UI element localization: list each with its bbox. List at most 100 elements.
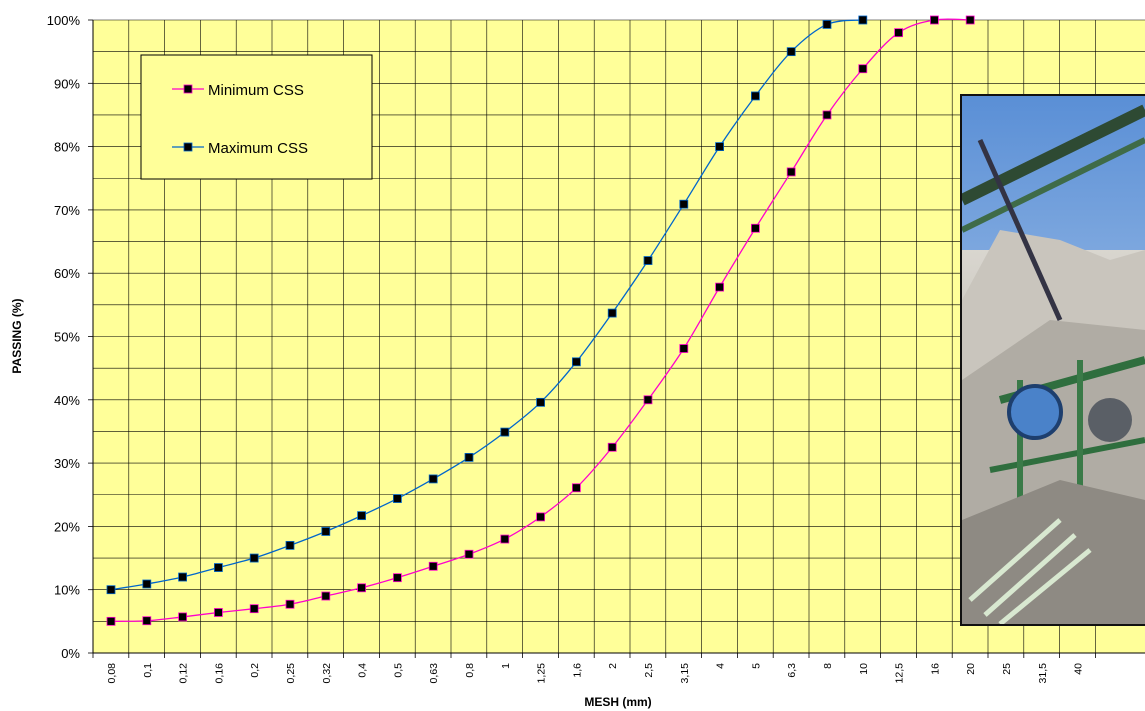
x-tick-label: 20 [965,663,977,675]
data-point [607,308,617,318]
y-tick-label: 70% [54,203,80,218]
x-tick-label: 5 [750,663,762,669]
data-point [536,397,545,407]
data-point [213,608,223,617]
data-point [751,91,760,101]
data-point [715,142,724,152]
data-point [285,599,295,609]
y-tick-label: 40% [54,393,80,408]
data-point [500,534,510,544]
data-point [786,47,796,57]
x-tick-label: 0,08 [106,663,118,684]
data-point [106,585,116,595]
x-tick-label: 0,32 [321,663,333,684]
data-point [464,453,474,462]
x-tick-label: 0,2 [249,663,261,678]
data-point [464,549,474,559]
x-tick-label: 2,5 [643,663,655,678]
data-point [858,64,868,74]
y-tick-label: 80% [54,140,80,155]
y-tick-label: 10% [54,583,80,598]
x-tick-label: 4 [715,663,727,669]
data-point [536,512,545,522]
data-point [607,442,617,452]
legend: Minimum CSS Maximum CSS [140,54,373,180]
y-tick-label: 90% [54,76,80,91]
data-point [249,553,259,563]
series-maximum [106,15,868,595]
data-point [751,223,760,233]
y-tick-label: 60% [54,266,80,281]
data-point [321,591,331,601]
data-point [357,583,367,593]
data-point [822,110,832,120]
y-tick-label: 20% [54,519,80,534]
x-tick-label: 0,63 [428,663,440,684]
x-tick-label: 16 [929,663,941,675]
data-point [965,15,975,25]
data-point [679,344,689,353]
data-point [643,256,653,265]
legend-item-maximum: Maximum CSS [172,140,308,157]
legend-item-minimum: Minimum CSS [172,82,304,99]
x-tick-label: 0,12 [178,663,190,684]
x-tick-label: 10 [858,663,870,675]
y-tick-label: 50% [54,330,80,345]
x-tick-label: 8 [822,663,834,669]
series-minimum [106,15,975,626]
data-point [392,573,402,583]
x-tick-label: 1 [500,663,512,669]
data-point [930,15,939,25]
axes [88,19,1145,658]
x-tick-label: 12,5 [894,663,906,684]
legend-label-maximum: Maximum CSS [208,140,308,157]
legend-marker-minimum [183,84,193,94]
legend-label-minimum: Minimum CSS [208,82,304,99]
y-tick-label: 100% [47,13,81,28]
x-tick-label: 0,4 [357,663,369,678]
x-tick-label: 0,5 [392,663,404,678]
data-point [142,616,152,626]
y-tick-labels: 0% 10% 20% 30% 40% 50% 60% 70% 80% 90% 100% [47,13,81,661]
x-tick-label: 3,15 [679,663,691,684]
y-axis-title: PASSING (%) [10,298,24,373]
series-layer [106,15,975,626]
x-tick-label: 25 [1001,663,1013,675]
legend-box [140,54,373,180]
data-point [213,563,223,572]
data-point [572,483,581,493]
data-point [572,357,581,367]
x-tick-labels: 0,08 0,1 0,12 0,16 0,2 0,25 0,32 0,4 0,5 0,63 0,8 1… [106,663,1085,684]
data-point [428,474,438,484]
data-point [428,561,438,571]
data-point [106,616,116,626]
data-point [178,612,188,622]
data-point [894,28,903,38]
x-tick-label: 0,16 [213,663,225,684]
data-point [392,494,402,503]
photo-inset [960,94,1145,626]
x-tick-label: 6,3 [786,663,798,678]
data-point [786,167,796,177]
data-point [822,20,832,29]
data-point [858,15,868,25]
data-point [249,604,259,614]
y-tick-label: 30% [54,456,80,471]
data-point [178,572,188,582]
data-point [500,427,510,437]
y-tick-label: 0% [61,646,80,661]
series-line [110,19,863,591]
x-tick-label: 31,5 [1037,663,1049,684]
x-axis-title: MESH (mm) [584,695,651,709]
data-point [321,527,331,536]
x-tick-label: 1,6 [571,663,583,678]
data-point [643,395,653,405]
data-point [679,199,689,209]
legend-marker-maximum [183,142,193,152]
data-point [357,511,367,521]
x-tick-label: 0,8 [464,663,476,678]
data-point [285,540,295,550]
x-tick-label: 0,25 [285,663,297,684]
x-tick-label: 0,1 [142,663,154,678]
